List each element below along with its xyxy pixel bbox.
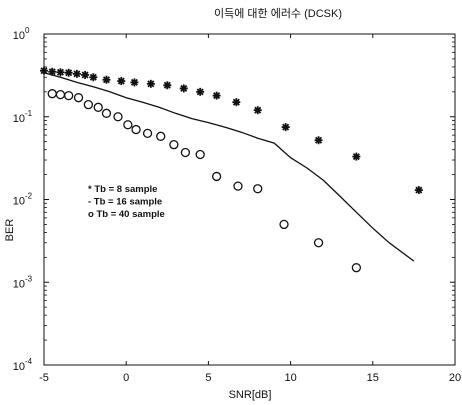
data-point-star [314,136,323,145]
data-point-star [146,79,155,88]
data-point-circle [93,102,103,112]
data-point-circle [180,147,191,158]
y-tick-exponent: 0 [25,26,30,35]
data-point-circle [55,89,66,100]
data-point-circle [131,124,141,135]
x-tick-label: 10 [284,372,296,384]
data-point-star [64,68,73,77]
data-point-star [253,106,262,115]
data-point-star [102,75,111,84]
data-point-star [196,87,205,96]
data-point-star [56,68,65,77]
y-axis-label: BER [4,219,16,242]
data-point-circle [101,108,112,118]
series-line [43,72,415,262]
data-point-star [89,73,98,82]
data-point-star [81,70,90,79]
series-layer [40,66,423,273]
y-tick-label: 10 [13,278,25,290]
x-tick-label: 20 [449,372,461,384]
x-tick-label: -5 [39,372,49,384]
y-tick-exponent: -3 [25,274,33,283]
data-point-star [130,78,139,87]
y-tick-base: 10 [13,361,25,373]
x-axis-label: SNR[dB] [229,389,272,401]
data-point-circle [47,89,57,99]
chart-title: 이득에 대한 에러수 (DCSK) [214,7,342,20]
y-tick-base: 10 [13,196,25,208]
data-point-circle [156,131,166,141]
data-point-circle [64,90,74,101]
data-point-circle [211,171,222,182]
data-point-circle [73,93,84,103]
y-tick-base: 10 [13,278,25,290]
y-tick-label: 10 [13,361,25,373]
data-point-circle [279,219,289,230]
x-tick-label: 0 [123,372,129,384]
data-point-star [281,123,290,132]
data-point-circle [113,112,123,122]
data-point-circle [123,120,133,130]
y-tick-label: 10 [13,30,25,42]
legend-entry: * Tb = 8 sample [88,184,157,195]
series-line [43,72,415,262]
y-tick-label: 10 [13,196,25,208]
data-point-circle [313,238,324,248]
data-point-star [179,84,188,93]
legend-entry: - Tb = 16 sample [88,197,162,208]
y-tick-exponent: -2 [25,192,33,201]
data-point-circle [142,128,153,139]
y-tick-exponent: -4 [25,357,33,366]
data-point-circle [351,263,362,273]
data-point-circle [233,181,243,191]
series-star [40,66,423,195]
data-point-circle [83,100,94,110]
y-tick-exponent: -1 [25,109,33,118]
data-point-star [232,98,241,107]
series-circle [47,89,362,273]
data-point-circle [253,184,263,194]
y-tick-label: 10 [13,113,25,125]
x-tick-label: 15 [367,372,379,384]
y-tick-base: 10 [13,30,25,42]
data-point-star [352,152,361,161]
data-point-star [212,91,221,100]
data-point-star [163,81,172,90]
data-point-star [414,186,423,195]
x-axis: -5 0 5 10 15 20 [39,34,461,384]
legend-entry: o Tb = 40 sample [88,209,165,220]
data-point-star [117,77,126,86]
x-tick-label: 5 [205,372,211,384]
data-point-star [72,69,81,78]
y-tick-base: 10 [13,113,25,125]
data-point-circle [195,149,205,160]
data-point-circle [169,140,179,150]
